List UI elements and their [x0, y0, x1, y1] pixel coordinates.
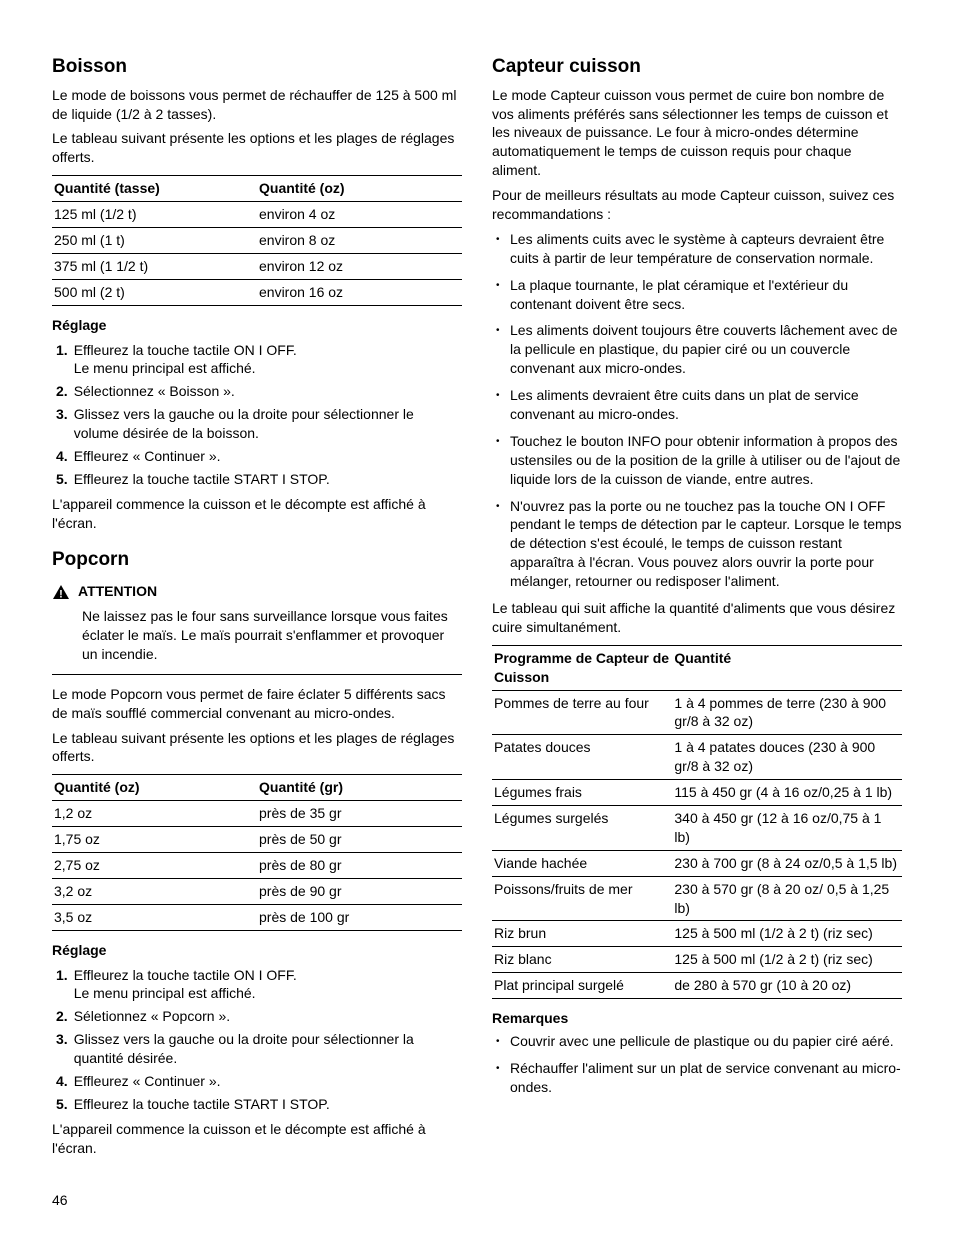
popcorn-heading: Popcorn: [52, 547, 462, 573]
boisson-heading: Boisson: [52, 54, 462, 80]
table-row: Poissons/fruits de mer230 à 570 gr (8 à …: [492, 876, 902, 921]
table-row: Viande hachée230 à 700 gr (8 à 24 oz/0,5…: [492, 850, 902, 876]
boisson-steps: 1.Effleurez la touche tactile ON I OFF.L…: [52, 341, 462, 489]
step: 5.Effleurez la touche tactile START I ST…: [52, 1095, 462, 1114]
table-row: Riz brun125 à 500 ml (1/2 à 2 t) (riz se…: [492, 921, 902, 947]
capteur-bullets: Les aliments cuits avec le système à cap…: [492, 230, 902, 591]
popcorn-table: Quantité (oz) Quantité (gr) 1,2 ozprès d…: [52, 774, 462, 930]
capteur-intro-2: Pour de meilleurs résultats au mode Capt…: [492, 186, 902, 224]
attention-text: Ne laissez pas le four sans surveillance…: [52, 607, 462, 664]
step: 1.Effleurez la touche tactile ON I OFF.L…: [52, 966, 462, 1004]
boisson-after: L'appareil commence la cuisson et le déc…: [52, 495, 462, 533]
capteur-heading: Capteur cuisson: [492, 54, 902, 80]
table-row: Légumes frais115 à 450 gr (4 à 16 oz/0,2…: [492, 780, 902, 806]
step: 3.Glissez vers la gauche ou la droite po…: [52, 1030, 462, 1068]
table-row: Riz blanc125 à 500 ml (1/2 à 2 t) (riz s…: [492, 947, 902, 973]
left-column: Boisson Le mode de boissons vous permet …: [52, 54, 462, 1164]
capteur-table-intro: Le tableau qui suit affiche la quantité …: [492, 599, 902, 637]
bullet: Touchez le bouton INFO pour obtenir info…: [510, 432, 902, 489]
capteur-intro-1: Le mode Capteur cuisson vous permet de c…: [492, 86, 902, 180]
table-row: 1,2 ozprès de 35 gr: [52, 801, 462, 827]
boisson-table: Quantité (tasse) Quantité (oz) 125 ml (1…: [52, 175, 462, 305]
step: 4.Effleurez « Continuer ».: [52, 1072, 462, 1091]
step: 2.Sélectionnez « Boisson ».: [52, 382, 462, 401]
step: 2.Séletionnez « Popcorn ».: [52, 1007, 462, 1026]
table-row: Patates douces1 à 4 patates douces (230 …: [492, 735, 902, 780]
bullet: Couvrir avec une pellicule de plastique …: [510, 1032, 902, 1051]
remarques-heading: Remarques: [492, 1009, 902, 1028]
col-header: Programme de Capteur de Cuisson: [492, 645, 672, 690]
capteur-table: Programme de Capteur de Cuisson Quantité…: [492, 645, 902, 999]
table-row: 125 ml (1/2 t)environ 4 oz: [52, 202, 462, 228]
boisson-intro-2: Le tableau suivant présente les options …: [52, 129, 462, 167]
two-column-layout: Boisson Le mode de boissons vous permet …: [52, 54, 902, 1164]
svg-text:!: !: [59, 588, 63, 600]
page-number: 46: [52, 1191, 68, 1210]
popcorn-intro-2: Le tableau suivant présente les options …: [52, 729, 462, 767]
attention-label: ATTENTION: [78, 582, 157, 601]
table-header-row: Programme de Capteur de Cuisson Quantité: [492, 645, 902, 690]
table-row: 3,5 ozprès de 100 gr: [52, 904, 462, 930]
table-row: Pommes de terre au four1 à 4 pommes de t…: [492, 690, 902, 735]
boisson-intro-1: Le mode de boissons vous permet de récha…: [52, 86, 462, 124]
table-row: Légumes surgelés340 à 450 gr (12 à 16 oz…: [492, 806, 902, 851]
table-row: Plat principal surgeléde 280 à 570 gr (1…: [492, 973, 902, 999]
col-header: Quantité (oz): [52, 775, 257, 801]
table-header-row: Quantité (oz) Quantité (gr): [52, 775, 462, 801]
attention-header: ! ATTENTION: [52, 582, 462, 601]
reglage-subhead: Réglage: [52, 941, 462, 960]
bullet: La plaque tournante, le plat céramique e…: [510, 276, 902, 314]
table-row: 375 ml (1 1/2 t)environ 12 oz: [52, 253, 462, 279]
col-header: Quantité: [672, 645, 902, 690]
warning-triangle-icon: !: [52, 584, 70, 600]
table-row: 2,75 ozprès de 80 gr: [52, 853, 462, 879]
col-header: Quantité (tasse): [52, 176, 257, 202]
table-header-row: Quantité (tasse) Quantité (oz): [52, 176, 462, 202]
step: 3.Glissez vers la gauche ou la droite po…: [52, 405, 462, 443]
manual-page: Boisson Le mode de boissons vous permet …: [0, 0, 954, 1238]
reglage-subhead: Réglage: [52, 316, 462, 335]
table-row: 3,2 ozprès de 90 gr: [52, 878, 462, 904]
table-row: 250 ml (1 t)environ 8 oz: [52, 227, 462, 253]
popcorn-after: L'appareil commence la cuisson et le déc…: [52, 1120, 462, 1158]
right-column: Capteur cuisson Le mode Capteur cuisson …: [492, 54, 902, 1164]
col-header: Quantité (gr): [257, 775, 462, 801]
step: 1.Effleurez la touche tactile ON I OFF.L…: [52, 341, 462, 379]
popcorn-steps: 1.Effleurez la touche tactile ON I OFF.L…: [52, 966, 462, 1114]
step: 5.Effleurez la touche tactile START I ST…: [52, 470, 462, 489]
bullet: Les aliments devraient être cuits dans u…: [510, 386, 902, 424]
bullet: Les aliments doivent toujours être couve…: [510, 321, 902, 378]
bullet: N'ouvrez pas la porte ou ne touchez pas …: [510, 497, 902, 591]
attention-box: ! ATTENTION Ne laissez pas le four sans …: [52, 582, 462, 675]
table-row: 1,75 ozprès de 50 gr: [52, 827, 462, 853]
bullet: Les aliments cuits avec le système à cap…: [510, 230, 902, 268]
popcorn-intro-1: Le mode Popcorn vous permet de faire écl…: [52, 685, 462, 723]
step: 4.Effleurez « Continuer ».: [52, 447, 462, 466]
col-header: Quantité (oz): [257, 176, 462, 202]
remarques-list: Couvrir avec une pellicule de plastique …: [492, 1032, 902, 1097]
bullet: Réchauffer l'aliment sur un plat de serv…: [510, 1059, 902, 1097]
table-row: 500 ml (2 t)environ 16 oz: [52, 279, 462, 305]
